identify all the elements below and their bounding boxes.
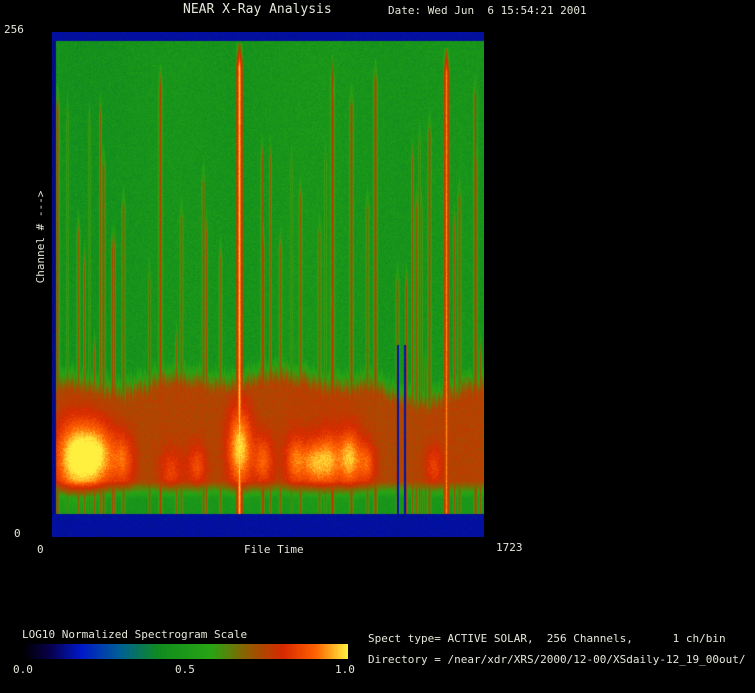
spect-type-line: Spect type= ACTIVE SOLAR, 256 Channels, … bbox=[368, 632, 726, 645]
x-axis-min-label: 0 bbox=[37, 543, 44, 556]
colorbar-tick-max: 1.0 bbox=[335, 663, 355, 676]
x-axis-max-label: 1723 bbox=[496, 541, 523, 554]
y-axis-max-label: 256 bbox=[4, 23, 24, 36]
y-axis-title: Channel # ---> bbox=[34, 190, 47, 284]
colorbar-title: LOG10 Normalized Spectrogram Scale bbox=[22, 628, 248, 641]
colorbar-tick-min: 0.0 bbox=[13, 663, 33, 676]
colorbar-tick-mid: 0.5 bbox=[175, 663, 195, 676]
directory-line: Directory = /near/xdr/XRS/2000/12-00/XSd… bbox=[368, 653, 746, 666]
y-axis-min-label: 0 bbox=[14, 527, 21, 540]
date-label: Date: Wed Jun 6 15:54:21 2001 bbox=[388, 4, 587, 17]
page-title: NEAR X-Ray Analysis bbox=[183, 2, 332, 17]
colorbar-gradient bbox=[22, 644, 348, 659]
x-axis-title: File Time bbox=[244, 543, 304, 556]
spectrogram-image bbox=[52, 32, 484, 537]
